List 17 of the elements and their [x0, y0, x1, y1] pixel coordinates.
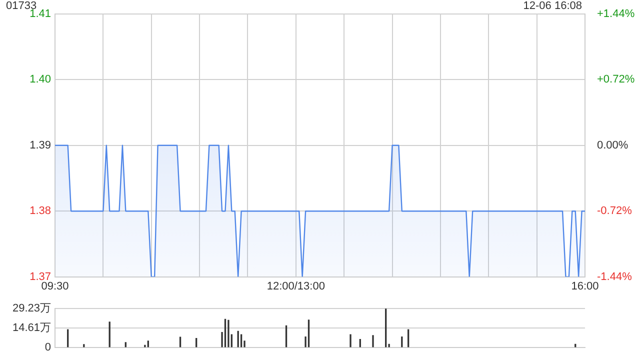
y2-tick-label: -0.72%	[597, 205, 632, 218]
y2-tick-label: 0.00%	[597, 139, 628, 152]
x-tick-label: 12:00/13:00	[266, 280, 325, 292]
y-tick-label: 1.39	[30, 139, 51, 152]
x-tick-label: 16:00	[571, 280, 599, 292]
y2-tick-label: -1.44%	[597, 270, 632, 283]
y-tick-label: 1.40	[30, 74, 51, 86]
y-tick-label: 14.61万	[12, 322, 51, 334]
y-tick-label: 1.41	[30, 8, 51, 20]
y2-tick-label: +1.44%	[597, 8, 635, 20]
y2-tick-label: +0.72%	[597, 74, 635, 86]
y-tick-label: 29.23万	[12, 302, 51, 315]
y-tick-label: 1.37	[30, 270, 51, 283]
chart-subtitle: 12-06 16:08	[523, 0, 582, 12]
y-tick-label: 1.38	[30, 205, 51, 218]
y-tick-label: 0	[44, 341, 51, 354]
x-tick-label: 09:30	[41, 280, 69, 292]
